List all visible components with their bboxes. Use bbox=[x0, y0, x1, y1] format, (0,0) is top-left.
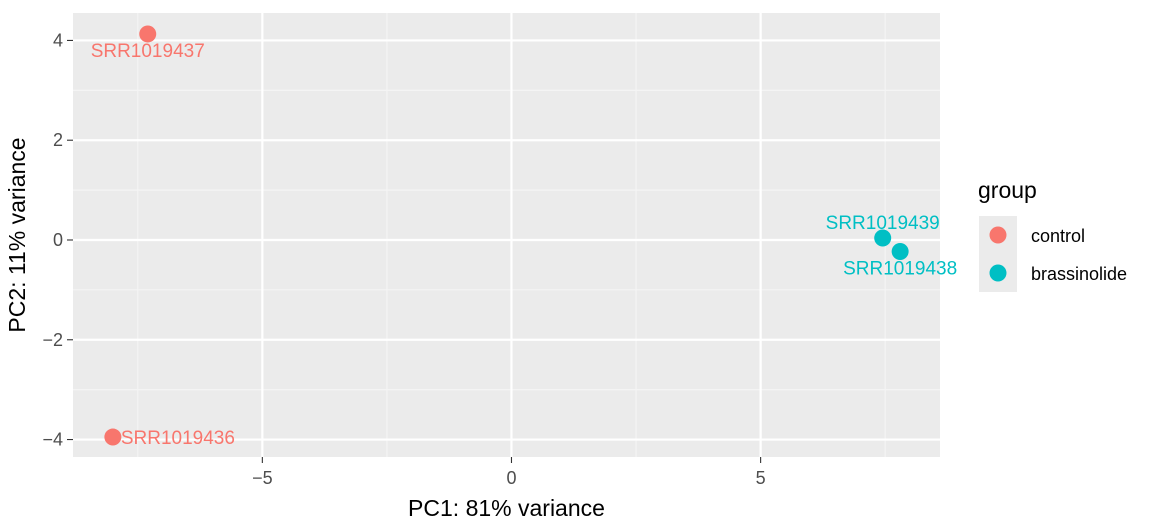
x-tick-label: −5 bbox=[252, 468, 273, 488]
minor-gridlines bbox=[73, 13, 940, 457]
point-label: SRR1019436 bbox=[121, 428, 235, 449]
plot-panel bbox=[73, 13, 940, 457]
major-gridlines bbox=[73, 13, 940, 457]
legend: group control brassinolide bbox=[978, 177, 1127, 292]
x-axis-title: PC1: 81% variance bbox=[408, 495, 605, 521]
point-label: SRR1019439 bbox=[826, 213, 940, 234]
y-axis-title: PC2: 11% variance bbox=[4, 137, 30, 332]
point-label: SRR1019438 bbox=[843, 258, 957, 279]
legend-key-point bbox=[989, 264, 1007, 282]
y-tick-label: 2 bbox=[53, 130, 63, 150]
y-tick-label: 4 bbox=[53, 30, 63, 50]
legend-key-point bbox=[989, 226, 1007, 244]
data-point bbox=[874, 229, 892, 247]
y-tick-label: −2 bbox=[42, 330, 63, 350]
y-tick-label: 0 bbox=[53, 230, 63, 250]
x-tick-label: 0 bbox=[506, 468, 516, 488]
axis-ticks: −5 0 5 −4 −2 0 2 4 bbox=[42, 30, 765, 488]
y-tick-label: −4 bbox=[42, 430, 63, 450]
data-point bbox=[104, 428, 122, 446]
legend-label: brassinolide bbox=[1031, 264, 1127, 284]
x-tick-label: 5 bbox=[756, 468, 766, 488]
legend-title: group bbox=[978, 177, 1037, 203]
data-point bbox=[891, 242, 909, 260]
data-points: SRR1019437 SRR1019436 SRR1019439 SRR1019438 bbox=[91, 25, 957, 449]
data-point bbox=[139, 25, 157, 43]
point-label: SRR1019437 bbox=[91, 41, 205, 62]
legend-label: control bbox=[1031, 226, 1085, 246]
